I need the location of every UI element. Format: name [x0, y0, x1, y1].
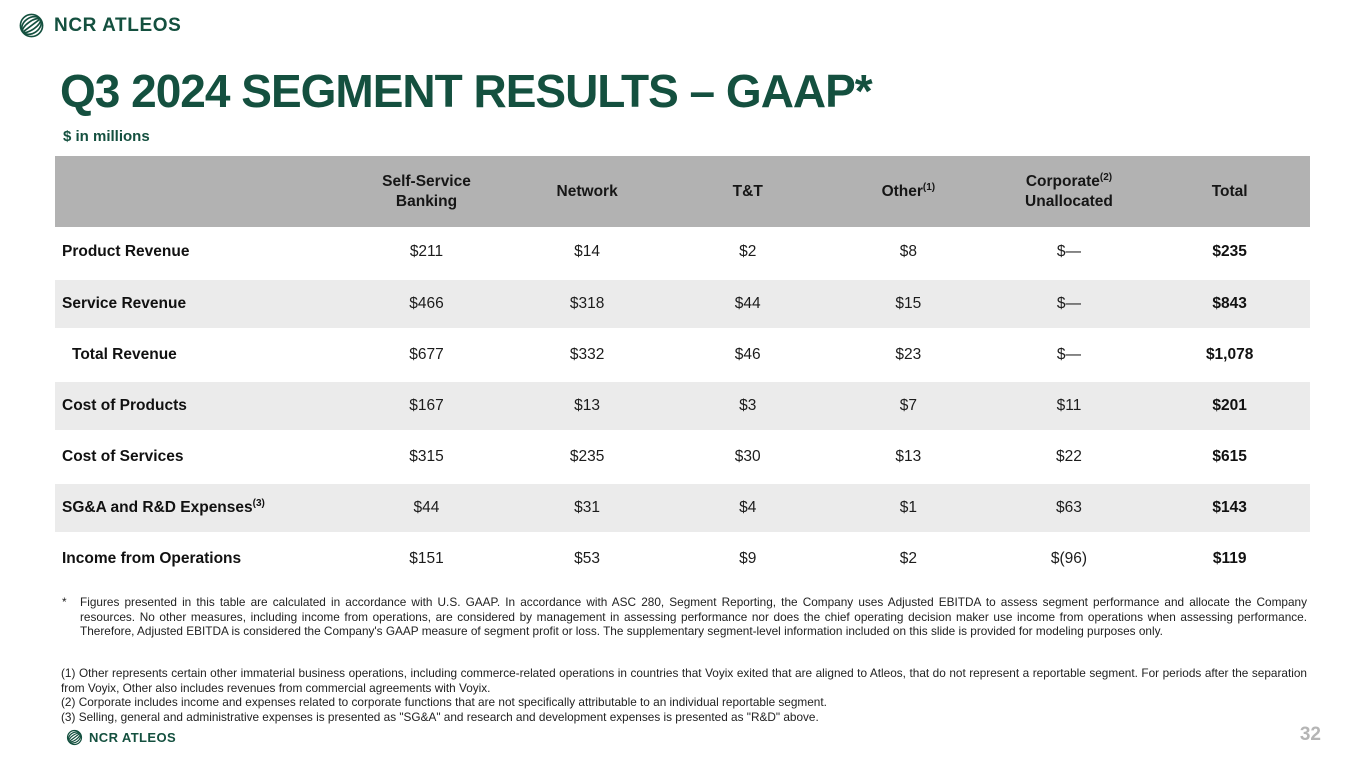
column-header-self-service-banking: Self-Service Banking	[346, 156, 507, 227]
brand-name: NCR ATLEOS	[54, 14, 182, 36]
cell-value: $9	[739, 549, 757, 567]
footnote-3: (3) Selling, general and administrative …	[61, 709, 819, 724]
table-row-service-revenue: Service Revenue $466 $318 $44 $15 $— $84…	[55, 278, 1310, 329]
cell-value: $—	[1056, 242, 1082, 260]
page-title: Q3 2024 SEGMENT RESULTS – GAAP*	[60, 65, 873, 117]
cell-total: $615	[1212, 447, 1247, 465]
cell-value: $—	[1056, 345, 1082, 363]
table-row-income-from-operations: Income from Operations $151 $53 $9 $2 $(…	[55, 533, 1310, 584]
cell-value: $15	[828, 278, 989, 329]
cell-value: $63	[988, 482, 1150, 533]
row-label: Income from Operations	[62, 549, 242, 567]
gaap-footnote: * Figures presented in this table are ca…	[61, 595, 1307, 639]
globe-icon	[66, 729, 83, 746]
table-header-row: Self-Service Banking Network T&T Other(1)…	[55, 156, 1310, 227]
segment-results-table: Self-Service Banking Network T&T Other(1)…	[55, 156, 1310, 586]
cell-value: $677	[409, 345, 444, 363]
cell-total: $143	[1149, 482, 1310, 533]
cell-value: $318	[506, 278, 668, 329]
table-row-total-revenue: Total Revenue $677 $332 $46 $23 $— $1,07…	[55, 329, 1310, 380]
header-logo: NCR ATLEOS	[18, 12, 181, 39]
cell-value: $2	[739, 242, 757, 260]
cell-value: $211	[409, 242, 444, 260]
cell-value: $23	[895, 345, 922, 363]
cell-value: $11	[988, 380, 1150, 431]
cell-value: $4	[667, 482, 829, 533]
brand-name: NCR ATLEOS	[89, 730, 177, 745]
table-row-sga-rd-expenses: SG&A and R&D Expenses(3) $44 $31 $4 $1 $…	[55, 482, 1310, 533]
cell-value: $14	[574, 242, 601, 260]
footnote-2: (2) Corporate includes income and expens…	[61, 695, 827, 710]
gaap-footnote-text: Figures presented in this table are calc…	[80, 595, 1307, 639]
cell-value: $53	[574, 549, 601, 567]
cell-value: $3	[667, 380, 829, 431]
cell-value: $1	[828, 482, 989, 533]
cell-value: $44	[346, 482, 507, 533]
column-header-total: Total	[1149, 156, 1310, 227]
column-header-other: Other(1)	[828, 156, 989, 227]
row-label: Cost of Products	[55, 380, 347, 431]
footer-logo: NCR ATLEOS	[66, 729, 176, 746]
cell-value: $30	[734, 447, 761, 465]
cell-value: $31	[506, 482, 668, 533]
numbered-footnotes: (1) Other represents certain other immat…	[61, 666, 1307, 724]
cell-value: $315	[409, 447, 444, 465]
asterisk-marker: *	[62, 595, 67, 609]
cell-value: $2	[899, 549, 917, 567]
cell-value: $22	[1056, 447, 1082, 465]
row-label: Cost of Services	[62, 447, 184, 465]
row-label: SG&A and R&D Expenses(3)	[55, 482, 347, 533]
column-header-network: Network	[506, 156, 668, 227]
cell-value: $151	[409, 549, 444, 567]
cell-value: $235	[569, 447, 605, 465]
cell-value: $332	[569, 345, 605, 363]
column-header-tt: T&T	[667, 156, 829, 227]
row-label: Service Revenue	[55, 278, 347, 329]
cell-value: $44	[667, 278, 829, 329]
cell-value: $167	[346, 380, 507, 431]
row-label: Product Revenue	[62, 242, 190, 260]
cell-value: $8	[899, 242, 917, 260]
table-row-cost-of-products: Cost of Products $167 $13 $3 $7 $11 $201	[55, 380, 1310, 431]
row-label: Total Revenue	[72, 345, 177, 363]
cell-total: $201	[1149, 380, 1310, 431]
cell-value: $466	[346, 278, 507, 329]
cell-total: $843	[1149, 278, 1310, 329]
column-header-blank	[55, 156, 347, 227]
cell-total: $119	[1212, 549, 1247, 567]
cell-value: $46	[734, 345, 761, 363]
globe-icon	[18, 12, 45, 39]
cell-value: $—	[988, 278, 1150, 329]
table-row-cost-of-services: Cost of Services $315 $235 $30 $13 $22 $…	[55, 431, 1310, 482]
cell-total: $1,078	[1205, 345, 1254, 363]
cell-value: $7	[828, 380, 989, 431]
page-number: 32	[1299, 724, 1321, 745]
cell-value: $(96)	[1050, 549, 1088, 567]
cell-value: $13	[895, 447, 922, 465]
footnote-1: (1) Other represents certain other immat…	[61, 666, 1307, 695]
cell-total: $235	[1212, 242, 1247, 260]
column-header-corporate-unallocated: Corporate(2) Unallocated	[988, 156, 1150, 227]
cell-value: $13	[506, 380, 668, 431]
units-subtitle: $ in millions	[63, 128, 150, 145]
table-row-product-revenue: Product Revenue $211 $14 $2 $8 $— $235	[55, 227, 1310, 278]
